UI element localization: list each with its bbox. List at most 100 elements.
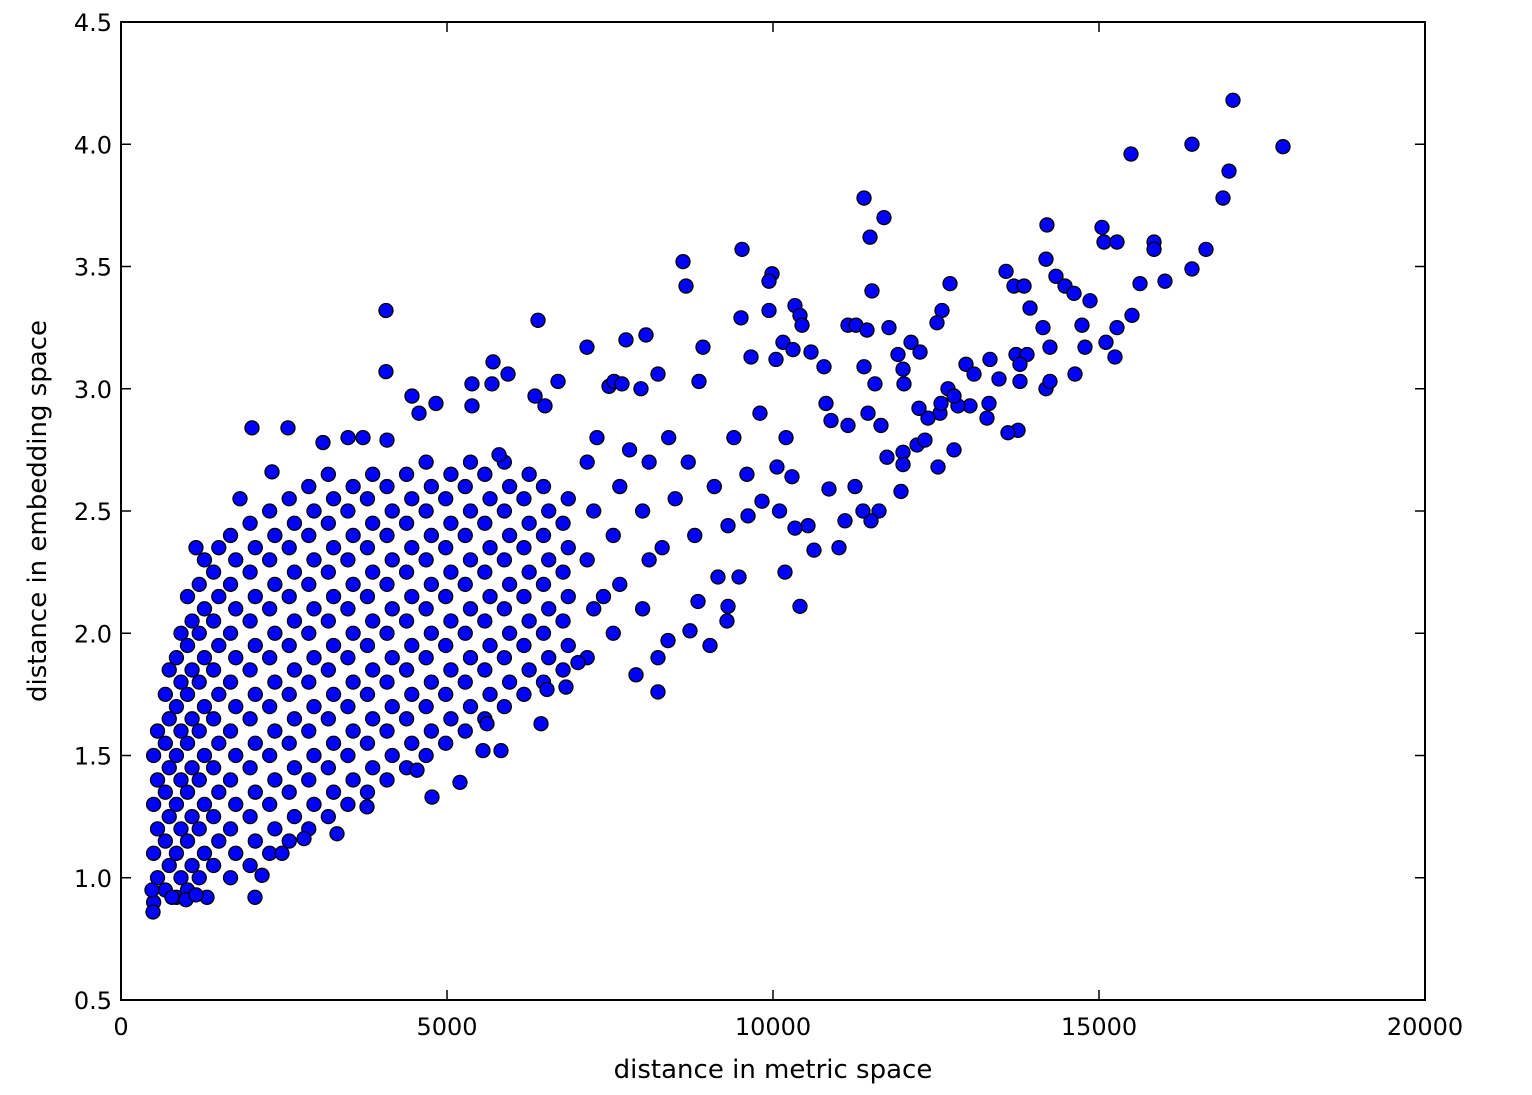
data-point bbox=[911, 400, 927, 416]
data-point bbox=[452, 774, 468, 791]
data-point bbox=[981, 395, 997, 412]
data-point bbox=[462, 650, 479, 666]
data-point bbox=[157, 686, 173, 703]
data-point bbox=[378, 363, 394, 380]
x-tick-label: 5000 bbox=[416, 1013, 477, 1041]
data-point bbox=[418, 601, 434, 617]
data-point bbox=[242, 760, 258, 776]
data-point bbox=[860, 405, 876, 421]
data-point bbox=[855, 503, 871, 519]
data-point bbox=[464, 398, 480, 414]
data-point bbox=[457, 625, 473, 641]
data-point bbox=[761, 273, 777, 289]
data-point bbox=[196, 796, 213, 813]
data-point bbox=[605, 527, 621, 544]
data-point bbox=[457, 576, 473, 592]
data-point bbox=[740, 508, 756, 524]
data-point bbox=[710, 569, 726, 585]
data-point bbox=[438, 637, 454, 654]
data-point bbox=[301, 674, 317, 690]
data-point bbox=[164, 889, 180, 905]
data-point bbox=[691, 373, 707, 390]
data-point bbox=[211, 784, 227, 800]
data-point bbox=[378, 302, 394, 319]
data-point bbox=[404, 491, 420, 507]
data-point bbox=[161, 711, 177, 727]
data-point bbox=[325, 686, 342, 703]
data-point bbox=[687, 527, 703, 544]
data-point bbox=[340, 796, 356, 813]
data-point bbox=[667, 491, 683, 507]
data-point bbox=[340, 503, 356, 519]
data-point bbox=[769, 459, 785, 475]
data-point bbox=[516, 686, 532, 703]
data-point bbox=[247, 889, 263, 905]
data-point bbox=[438, 588, 454, 605]
data-point bbox=[191, 821, 207, 837]
data-point bbox=[196, 845, 213, 861]
data-point bbox=[325, 784, 342, 800]
data-point bbox=[359, 540, 376, 556]
data-point bbox=[550, 373, 566, 390]
data-point bbox=[404, 388, 420, 404]
data-point bbox=[871, 503, 887, 519]
data-point bbox=[958, 356, 974, 372]
data-point bbox=[320, 466, 336, 482]
data-point bbox=[555, 662, 571, 678]
data-point bbox=[612, 576, 628, 592]
data-point bbox=[188, 540, 204, 556]
data-point bbox=[222, 821, 239, 837]
y-tick-label: 3.0 bbox=[74, 376, 112, 404]
data-point bbox=[650, 366, 666, 382]
data-point bbox=[462, 503, 479, 519]
data-point bbox=[222, 674, 239, 690]
data-point bbox=[281, 784, 297, 800]
data-point bbox=[920, 410, 936, 426]
data-point bbox=[1074, 317, 1090, 333]
data-point bbox=[262, 796, 278, 813]
data-point bbox=[991, 371, 1007, 387]
data-point bbox=[530, 312, 546, 328]
data-point bbox=[1215, 190, 1231, 206]
data-point bbox=[491, 447, 507, 463]
data-point bbox=[879, 449, 895, 465]
data-point bbox=[301, 527, 317, 544]
data-point bbox=[267, 723, 283, 739]
data-point bbox=[847, 478, 863, 495]
data-point bbox=[930, 459, 946, 475]
data-point bbox=[247, 637, 263, 654]
data-point bbox=[384, 601, 400, 617]
data-point bbox=[1109, 319, 1125, 336]
data-point bbox=[695, 339, 711, 355]
data-point bbox=[1016, 278, 1032, 294]
data-point bbox=[560, 637, 576, 654]
data-point bbox=[196, 650, 213, 666]
data-point bbox=[731, 569, 747, 585]
data-point bbox=[228, 747, 244, 764]
data-point bbox=[411, 405, 427, 421]
data-point bbox=[404, 735, 420, 751]
data-point bbox=[222, 772, 239, 788]
data-point bbox=[145, 796, 162, 813]
data-point bbox=[320, 760, 336, 776]
data-point bbox=[771, 503, 788, 519]
data-point bbox=[365, 613, 381, 629]
data-point bbox=[998, 263, 1014, 280]
data-point bbox=[541, 503, 557, 519]
data-point bbox=[359, 637, 376, 654]
data-point bbox=[516, 637, 532, 654]
data-point bbox=[1082, 293, 1098, 309]
data-point bbox=[537, 398, 553, 414]
data-point bbox=[267, 674, 283, 690]
data-point bbox=[173, 625, 189, 641]
data-point bbox=[340, 429, 356, 446]
data-point bbox=[196, 747, 213, 764]
data-point bbox=[443, 662, 459, 678]
data-point bbox=[570, 654, 586, 671]
data-point bbox=[612, 478, 628, 495]
y-tick-label: 3.5 bbox=[74, 254, 112, 282]
data-point bbox=[423, 478, 440, 495]
data-point bbox=[917, 432, 933, 448]
data-point bbox=[682, 623, 698, 639]
data-point bbox=[800, 518, 816, 534]
